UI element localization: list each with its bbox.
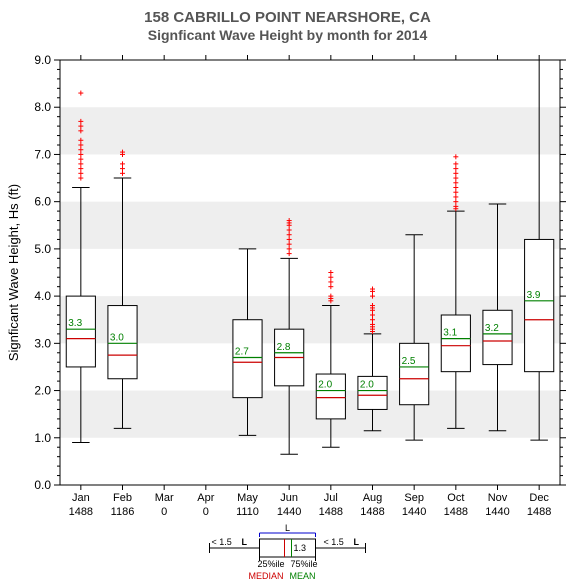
legend-75pct: 75%ile [290, 559, 317, 569]
y-tick-label: 5.0 [34, 242, 51, 256]
chart-title: 158 CABRILLO POINT NEARSHORE, CA [144, 9, 431, 26]
y-tick-label: 3.0 [34, 336, 51, 350]
month-label: Oct [447, 492, 464, 504]
y-tick-label: 1.0 [34, 431, 51, 445]
mean-value-label: 2.0 [360, 380, 374, 391]
month-label: Jun [280, 492, 298, 504]
count-label: 1440 [277, 506, 301, 518]
count-label: 1440 [402, 506, 426, 518]
grid-band [60, 391, 560, 438]
chart-subtitle: Signficant Wave Height by month for 2014 [148, 27, 428, 43]
month-label: Aug [363, 492, 383, 504]
mean-value-label: 3.0 [110, 332, 124, 343]
box [66, 296, 95, 367]
count-label: 1488 [360, 506, 384, 518]
y-tick-label: 6.0 [34, 195, 51, 209]
box [400, 343, 429, 404]
legend-box [260, 539, 316, 557]
count-label: 0 [203, 506, 209, 518]
mean-value-label: 3.9 [527, 290, 541, 301]
legend-mean-text: MEAN [290, 571, 316, 580]
y-tick-label: 7.0 [34, 147, 51, 161]
count-label: 0 [161, 506, 167, 518]
count-label: 1488 [444, 506, 468, 518]
month-label: Nov [488, 492, 508, 504]
legend-25pct: 25%ile [258, 559, 285, 569]
y-tick-label: 9.0 [34, 53, 51, 67]
box [441, 315, 470, 372]
box [483, 310, 512, 364]
mean-value-label: 2.7 [235, 347, 249, 358]
count-label: 1110 [236, 506, 259, 518]
count-label: 1488 [527, 506, 551, 518]
mean-value-label: 3.3 [68, 318, 82, 329]
legend-L-text: L [285, 523, 290, 533]
mean-value-label: 2.5 [402, 356, 416, 367]
y-tick-label: 0.0 [34, 478, 51, 492]
month-label: Jul [324, 492, 338, 504]
count-label: 1440 [485, 506, 509, 518]
mean-value-label: 2.8 [277, 342, 291, 353]
month-label: Sep [404, 492, 424, 504]
mean-value-label: 2.0 [318, 380, 332, 391]
month-label: Apr [197, 492, 214, 504]
mean-value-label: 3.1 [443, 328, 457, 339]
month-label: Jan [72, 492, 90, 504]
legend-median-text: MEDIAN [248, 571, 283, 580]
count-label: 1488 [319, 506, 343, 518]
box [233, 320, 262, 398]
box [525, 239, 554, 371]
grid-band [60, 107, 560, 154]
grid-band [60, 202, 560, 249]
legend-lt15L-left: < 1.5 [212, 537, 232, 547]
legend-L-left: L [242, 537, 248, 547]
y-tick-label: 4.0 [34, 289, 51, 303]
month-label: Dec [529, 492, 549, 504]
month-label: Feb [113, 492, 132, 504]
y-tick-label: 2.0 [34, 384, 51, 398]
legend-mean-val: 1.3 [294, 543, 307, 553]
legend-lt15L-right: < 1.5 [324, 537, 344, 547]
month-label: Mar [155, 492, 174, 504]
y-axis-label: Signficant Wave Height, Hs (ft) [6, 184, 21, 361]
month-label: May [237, 492, 258, 504]
count-label: 1488 [69, 506, 93, 518]
boxplot-chart: 158 CABRILLO POINT NEARSHORE, CASignfica… [0, 0, 575, 580]
count-label: 1186 [111, 506, 135, 518]
legend-L-right: L [354, 537, 360, 547]
mean-value-label: 3.2 [485, 323, 499, 334]
y-tick-label: 8.0 [34, 100, 51, 114]
